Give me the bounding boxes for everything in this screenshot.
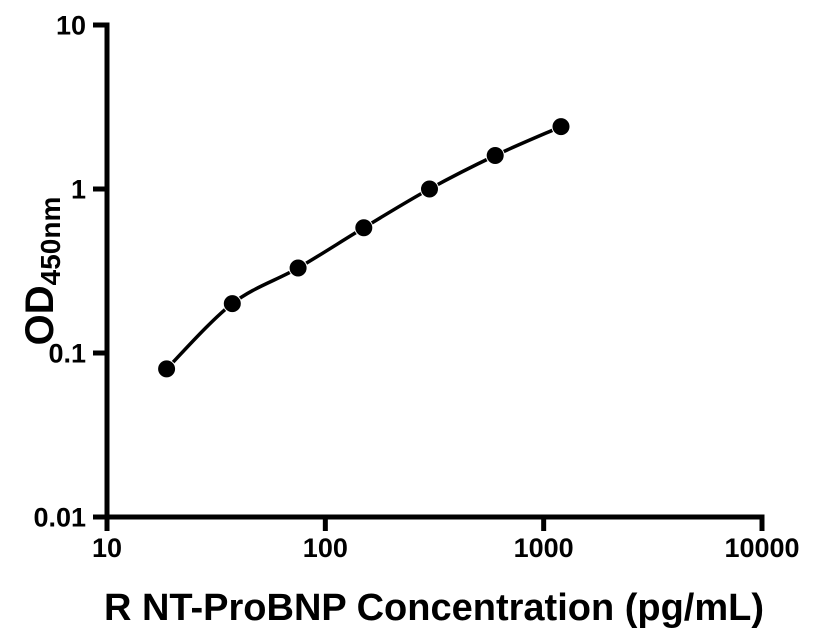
data-point — [288, 258, 308, 278]
y-tick-label: 0.1 — [48, 339, 86, 369]
data-point — [222, 294, 242, 314]
x-tick-label: 10 — [92, 533, 122, 563]
y-tick-label: 10 — [56, 11, 86, 41]
fit-curve — [164, 124, 563, 371]
axes — [104, 22, 765, 520]
y-tick-label: 1 — [71, 175, 86, 205]
x-tick-label: 10000 — [724, 533, 799, 563]
data-point — [157, 359, 177, 379]
x-tick-label: 1000 — [514, 533, 574, 563]
data-point — [420, 179, 439, 199]
x-axis-title: R NT-ProBNP Concentration (pg/mL) — [104, 587, 764, 629]
y-axis-title: OD450nm — [18, 197, 66, 346]
y-axis-title-subscript: 450nm — [35, 197, 66, 286]
y-axis-title-main: OD — [18, 285, 62, 345]
data-point — [551, 117, 571, 137]
data-point — [354, 218, 374, 238]
x-tick-label: 100 — [303, 533, 348, 563]
data-point — [485, 146, 505, 165]
y-tick-label: 0.01 — [33, 503, 86, 533]
data-series — [157, 117, 571, 379]
axis-spine — [104, 22, 765, 520]
